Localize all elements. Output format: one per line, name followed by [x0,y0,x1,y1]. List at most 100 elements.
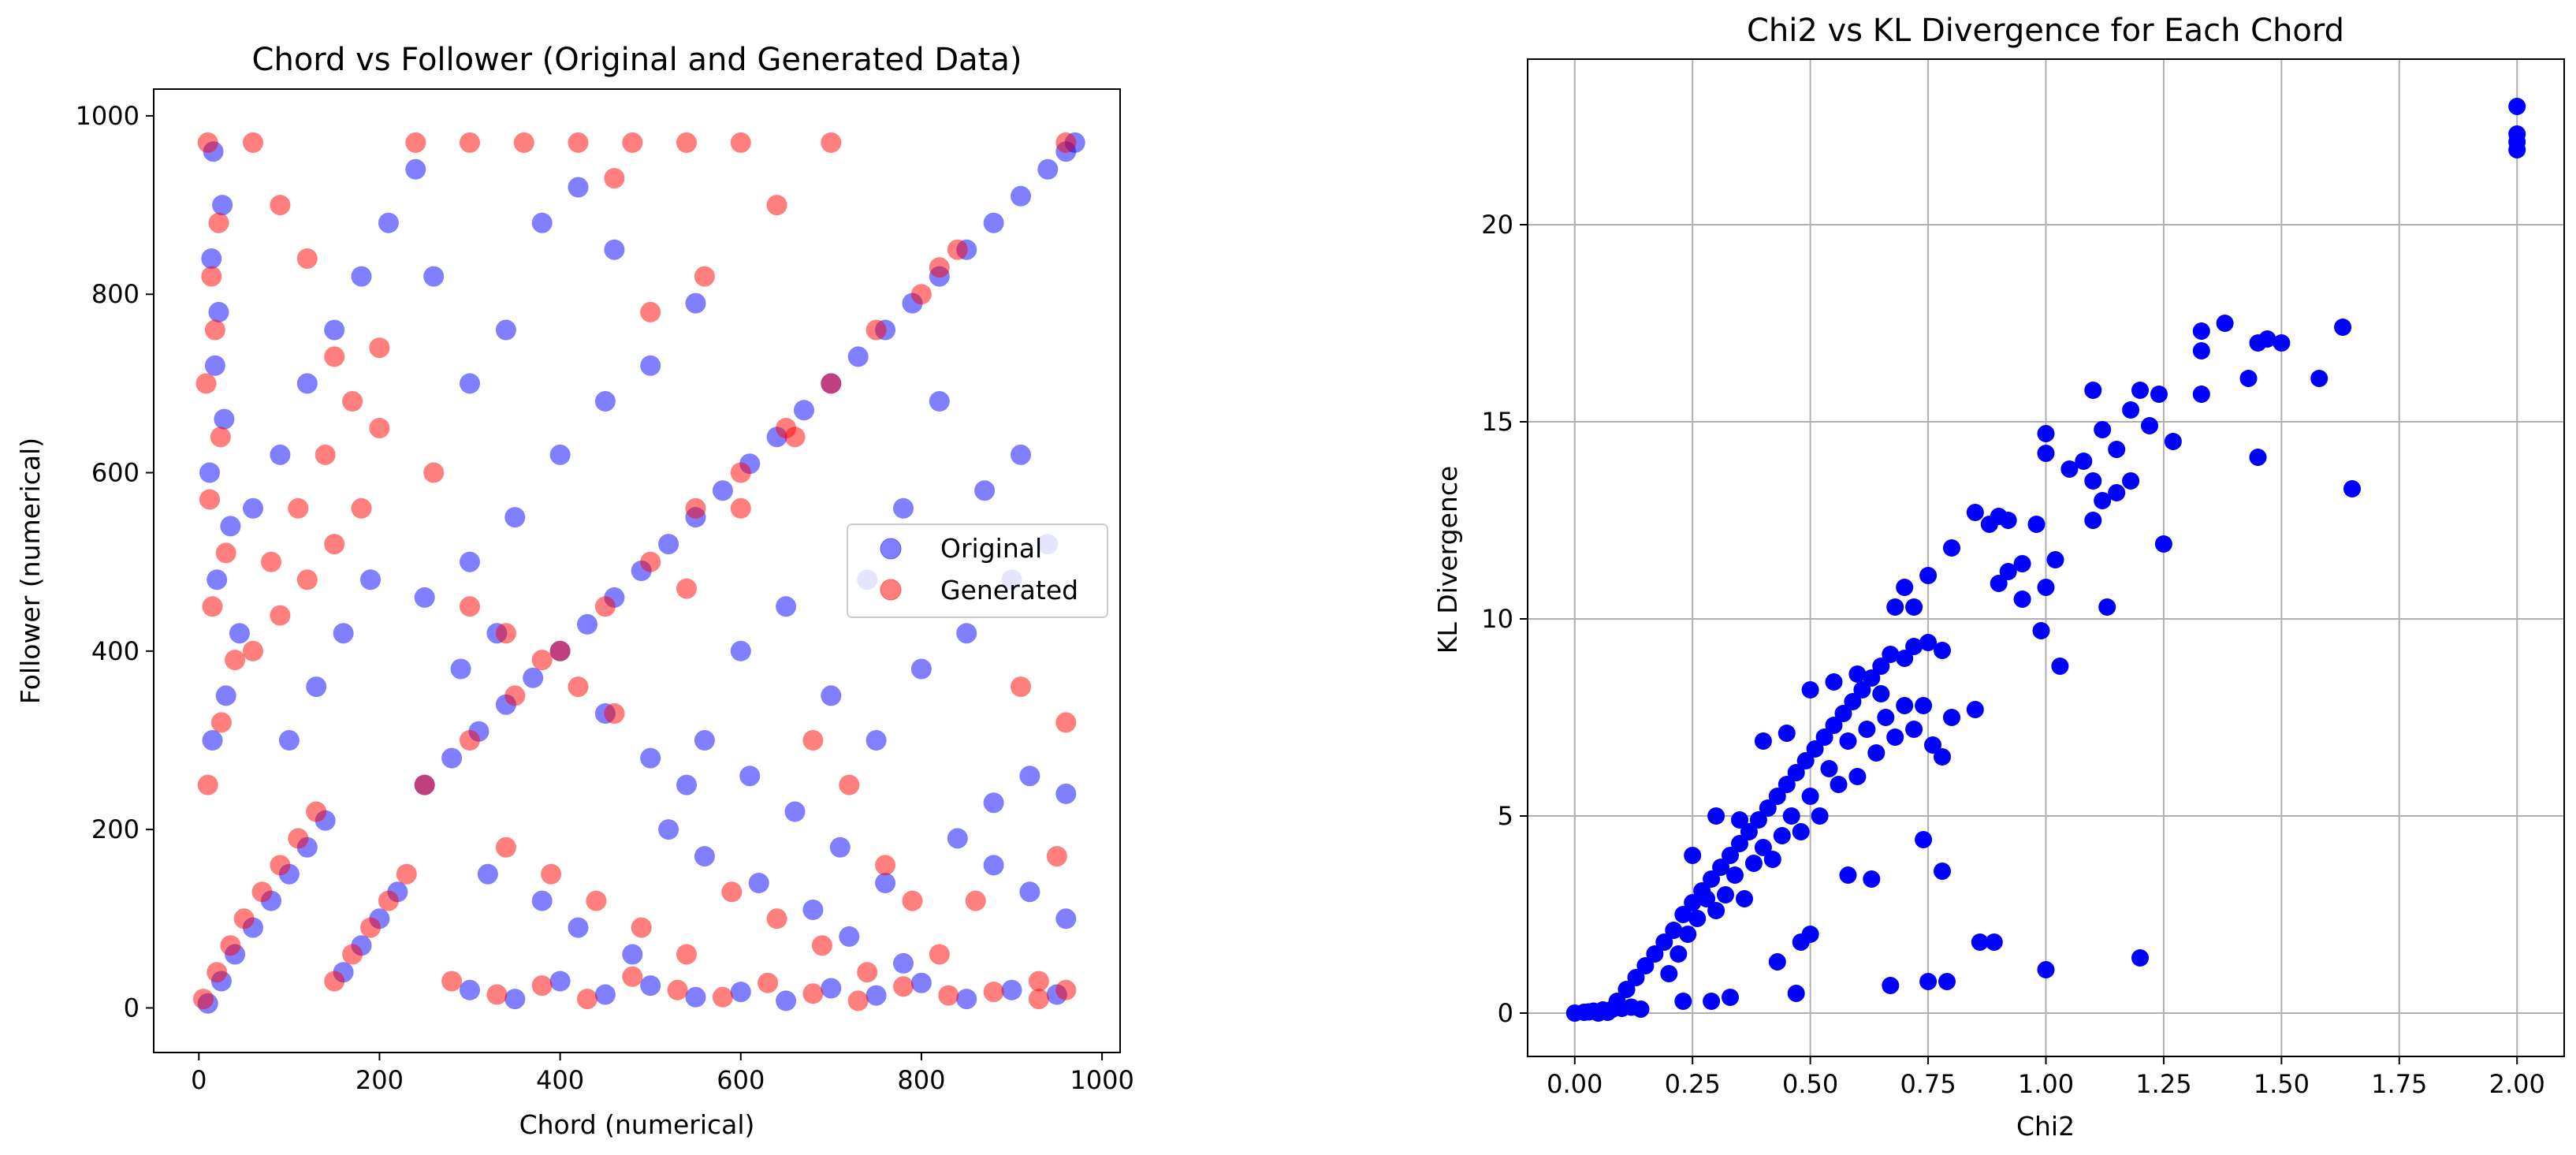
point-chords [1749,811,1767,829]
point-chords [1787,985,1805,1002]
point-original [333,623,354,644]
point-original [495,319,516,341]
point-generated [243,640,263,661]
point-original [201,248,222,269]
point-chords [2037,425,2055,442]
point-chords [1882,977,1900,994]
chord-follower-y-label: Follower (numerical) [15,438,46,704]
chi2-kl-grid [1528,59,2564,1056]
y-tick-label: 10 [1481,604,1513,634]
point-chords [1848,665,1867,683]
point-generated [360,917,381,938]
point-original [1037,158,1059,180]
point-chords [2027,516,2046,533]
point-generated [270,195,291,216]
point-generated [604,703,625,724]
point-chords [2131,949,2149,967]
point-generated [261,551,281,572]
point-chords [1853,681,1871,699]
point-original [208,301,229,322]
point-chords [1863,870,1881,888]
point-chords [1858,721,1876,738]
point-chords [1966,701,1984,718]
point-chords [1886,598,1904,616]
point-chords [2013,591,2031,608]
point-chords [1919,973,1938,990]
y-tick-label: 0 [124,993,140,1023]
point-generated [531,975,553,997]
point-original [207,569,228,591]
point-chords [1763,851,1781,868]
x-tick-label: 1.00 [2018,1069,2074,1099]
point-generated [857,962,878,983]
point-original [685,986,706,1008]
point-generated [712,986,733,1008]
point-chords [1934,748,1951,766]
point-original [956,989,977,1010]
point-generated [351,497,372,519]
point-chords [1674,906,1692,923]
point-chords [1877,709,1895,726]
point-generated [207,962,228,983]
y-tick-label: 1000 [76,101,140,131]
point-chords [1834,705,1852,722]
point-chords [1679,926,1697,943]
point-generated [938,985,959,1006]
point-chords [1934,863,1951,880]
point-chords [1905,638,1923,655]
point-chords [1684,847,1702,864]
point-original [893,952,914,974]
point-original [983,792,1004,814]
point-chords [1754,732,1772,750]
point-generated [730,462,751,483]
x-tick-label: 1.75 [2371,1069,2427,1099]
point-chords [2084,382,2102,399]
legend-generated-marker [880,579,902,601]
point-chords [1915,697,1933,714]
chord-follower-x-label: Chord (numerical) [519,1109,755,1140]
point-generated [495,836,516,858]
point-chords [1825,673,1843,691]
point-generated [766,195,787,216]
point-original [441,747,463,769]
x-tick-label: 0 [191,1065,207,1095]
point-original [604,239,625,260]
legend-box [847,523,1108,618]
point-generated [324,534,345,555]
point-original [730,640,751,661]
point-chords [1796,752,1815,769]
point-chords [1688,910,1707,927]
point-chords [1820,760,1838,777]
point-original [739,766,761,787]
point-original [794,400,814,421]
point-generated [541,863,562,885]
point-original [306,676,327,698]
point-original [460,979,480,1000]
point-generated [1055,712,1077,733]
y-tick-label: 20 [1481,210,1513,240]
point-chords [1674,993,1692,1010]
point-chords [1608,993,1626,1010]
chord-follower-legend: Original Generated [847,523,1108,618]
point-generated [197,132,218,153]
point-chords [1801,788,1819,805]
point-generated [875,855,896,876]
point-generated [730,132,751,153]
point-original [270,444,291,465]
point-chords [1896,579,1914,596]
point-chords [1617,981,1636,998]
point-chords [1896,697,1914,714]
point-original [640,355,661,376]
x-tick-label: 800 [897,1065,945,1095]
legend-generated-label: Generated [940,575,1078,605]
point-chords [1867,744,1885,762]
point-generated [929,257,950,278]
point-chords [1848,768,1867,785]
point-chords [2046,551,2064,568]
point-original [875,873,896,893]
x-tick-label: 0.50 [1782,1069,1838,1099]
point-original [865,730,887,751]
point-chords [1943,709,1960,726]
x-tick-label: 200 [356,1065,404,1095]
point-chords [2084,512,2102,529]
